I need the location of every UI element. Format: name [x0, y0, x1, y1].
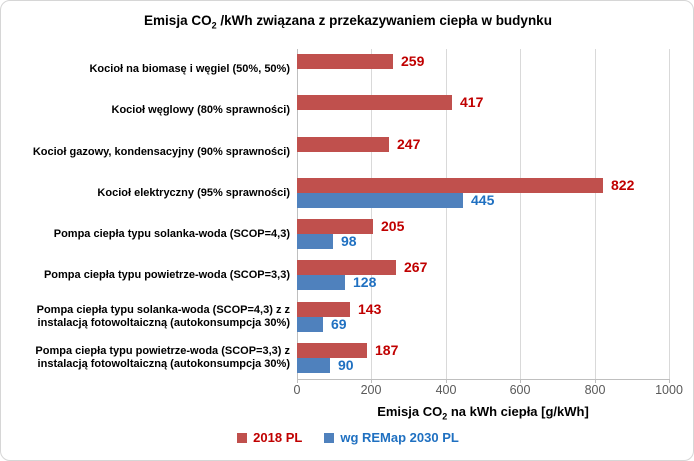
chart-title-text-suffix: /kWh związana z przekazywaniem ciepła w …: [216, 13, 552, 28]
bar-2018-pl: [297, 342, 367, 358]
axis-tick-label: 200: [360, 383, 382, 397]
category-label: Pompa ciepła typu solanka-woda (SCOP=4,3…: [53, 228, 290, 241]
x-axis-title-text: Emisja CO: [377, 404, 443, 419]
bar-2018-pl: [297, 219, 373, 234]
bar-value-label: 69: [331, 315, 347, 332]
bar-value-label: 90: [338, 356, 354, 373]
x-axis-title: Emisja CO2 na kWh ciepła [g/kWh]: [297, 404, 669, 422]
bar-value-label: 187: [375, 341, 399, 358]
category-axis-line: [297, 49, 298, 379]
bar-2018-pl: [297, 95, 452, 111]
bar-value-label: 445: [471, 191, 495, 208]
legend-item: 2018 PL: [237, 430, 302, 445]
gridline: [595, 49, 596, 379]
bar-value-label: 143: [358, 300, 382, 317]
bar-value-label: 128: [353, 274, 377, 291]
bar-value-label: 417: [460, 94, 484, 111]
bar-remap-2030-pl: [297, 316, 323, 332]
bar-2018-pl: [297, 260, 396, 276]
bar-value-label: 205: [381, 218, 405, 234]
legend-swatch: [237, 432, 248, 443]
bar-value-label: 98: [341, 233, 357, 249]
bar-remap-2030-pl: [297, 192, 463, 208]
category-label: Kocioł elektryczny (95% sprawności): [97, 186, 290, 199]
legend-label: wg REMap 2030 PL: [340, 430, 459, 445]
axis-tick-mark: [669, 379, 670, 383]
bar-value-label: 822: [611, 176, 635, 193]
x-axis-title-subscript: 2: [442, 411, 448, 422]
axis-tick-mark: [371, 379, 372, 383]
category-label: Kocioł gazowy, kondensacyjny (90% sprawn…: [32, 145, 290, 158]
category-label: Kocioł na biomasę i węgiel (50%, 50%): [89, 63, 290, 76]
x-axis-title-text-suffix: na kWh ciepła [g/kWh]: [447, 404, 589, 419]
chart-title-text: Emisja CO: [144, 13, 212, 28]
bar-remap-2030-pl: [297, 234, 333, 249]
axis-tick-label: 600: [509, 383, 531, 397]
category-label: Pompa ciepła typu powietrze-woda (SCOP=3…: [35, 345, 290, 371]
gridline: [669, 49, 670, 379]
axis-tick-mark: [446, 379, 447, 383]
legend-item: wg REMap 2030 PL: [324, 430, 459, 445]
axis-tick-label: 0: [293, 383, 301, 397]
bar-value-label: 267: [404, 259, 428, 276]
chart-title-subscript: 2: [211, 20, 217, 31]
axis-tick-mark: [297, 379, 298, 383]
bar-remap-2030-pl: [297, 275, 345, 291]
axis-tick-label: 800: [584, 383, 606, 397]
category-label: Pompa ciepła typu solanka-woda (SCOP=4,3…: [36, 304, 290, 330]
gridline: [520, 49, 521, 379]
axis-tick-label: 400: [435, 383, 457, 397]
legend-swatch: [324, 432, 335, 443]
bar-2018-pl: [297, 301, 350, 317]
axis-tick-mark: [595, 379, 596, 383]
category-label: Kocioł węglowy (80% sprawności): [111, 104, 291, 117]
bar-value-label: 247: [397, 135, 421, 152]
gridline: [371, 49, 372, 379]
bar-2018-pl: [297, 177, 603, 193]
axis-tick-mark: [520, 379, 521, 383]
bar-value-label: 259: [401, 53, 425, 69]
plot-area: 259 417 247 822 445 205 98 267 128 143 69 187 90: [297, 49, 670, 380]
legend-label: 2018 PL: [253, 430, 303, 445]
bar-2018-pl: [297, 136, 389, 152]
chart-title: Emisja CO2 /kWh związana z przekazywanie…: [1, 13, 693, 31]
bar-remap-2030-pl: [297, 357, 330, 373]
legend: 2018 PL wg REMap 2030 PL: [1, 430, 693, 445]
axis-tick-label: 1000: [655, 383, 683, 397]
category-label: Pompa ciepła typu powietrze-woda (SCOP=3…: [43, 269, 290, 282]
bar-2018-pl: [297, 54, 393, 69]
gridline: [446, 49, 447, 379]
